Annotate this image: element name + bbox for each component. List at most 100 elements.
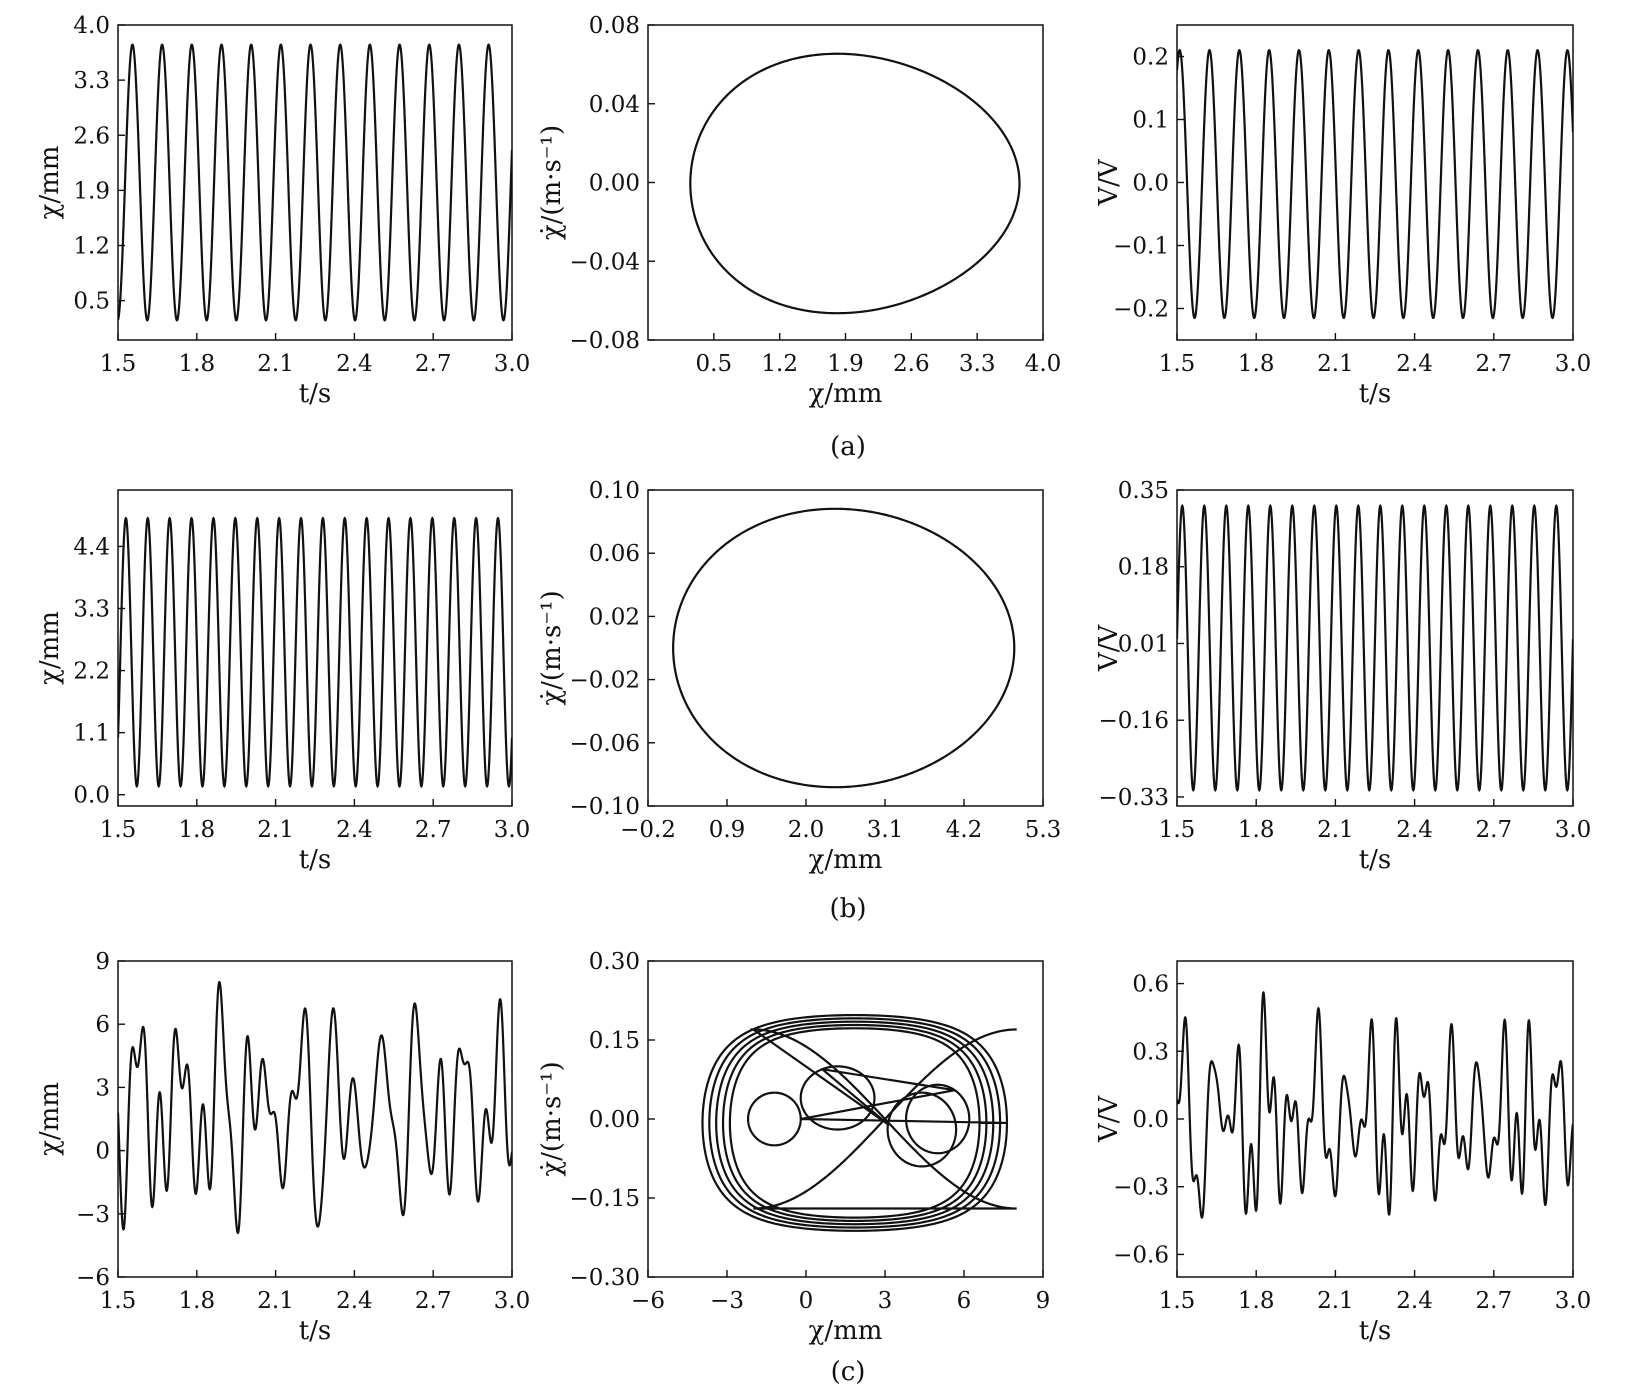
x-tick-label: 0 — [799, 1288, 814, 1314]
y-tick-label: −6 — [76, 1265, 110, 1291]
x-tick-label: 2.0 — [788, 817, 825, 843]
y-tick-label: −0.30 — [570, 1265, 640, 1291]
x-axis-label: t/s — [1359, 845, 1392, 875]
plot-frame-c-1 — [117, 960, 513, 1278]
y-tick-label: 1.1 — [73, 721, 110, 747]
x-tick-label: 2.1 — [257, 351, 294, 377]
chart-c-1: 1.5 1.8 2.1 2.4 2.7 3.0 −6 −3 0 3 6 9 t/s χ/mm — [35, 949, 530, 1346]
y-tick-label: 4.4 — [73, 534, 110, 560]
x-tick-label: 2.1 — [1317, 1288, 1354, 1314]
series-line-a-2-0 — [689, 52, 1021, 315]
series-line-c-1-0 — [118, 980, 512, 1235]
y-tick-label: 0.10 — [589, 478, 640, 504]
y-tick-label: 0.2 — [1132, 45, 1169, 71]
caption-b: (b) — [830, 894, 867, 924]
chart-a-2: 0.5 1.2 1.9 2.6 3.3 4.0 −0.08 −0.04 0.00 0.04 0.08… — [537, 13, 1061, 409]
x-tick-label: 2.1 — [1317, 351, 1354, 377]
x-tick-label: 2.6 — [893, 351, 930, 377]
y-tick-label: −0.33 — [1099, 785, 1169, 811]
x-tick-label: −6 — [631, 1288, 665, 1314]
x-tick-label: 3.0 — [494, 817, 531, 843]
x-tick-label: 2.4 — [1396, 817, 1433, 843]
x-tick-label: 3.0 — [1555, 817, 1592, 843]
x-tick-label: 1.8 — [1238, 1288, 1275, 1314]
y-tick-label: −0.08 — [570, 328, 640, 354]
plot-frame-a-1 — [117, 24, 513, 341]
x-tick-label: 2.4 — [336, 817, 373, 843]
y-tick-label: −0.3 — [1113, 1175, 1169, 1201]
y-axis-label: χ/mm — [35, 146, 65, 220]
y-tick-label: 0.00 — [589, 1107, 640, 1133]
y-tick-label: 1.2 — [73, 234, 110, 260]
y-axis-label: χ̇/(m·s⁻¹) — [537, 125, 567, 240]
x-tick-label: 4.2 — [946, 817, 983, 843]
x-tick-label: 2.4 — [336, 351, 373, 377]
x-tick-label: 1.5 — [100, 1288, 137, 1314]
x-tick-label: 1.5 — [1159, 1288, 1196, 1314]
y-tick-label: 3.3 — [73, 68, 110, 94]
x-tick-label: 1.5 — [100, 817, 137, 843]
y-axis-label: V/V — [1094, 1095, 1124, 1144]
series-line-a-3-0 — [1177, 48, 1573, 320]
x-tick-label: 1.9 — [827, 351, 864, 377]
y-tick-label: −0.10 — [570, 794, 640, 820]
plot-frame-b-1 — [117, 489, 513, 807]
x-tick-label: 3.0 — [494, 351, 531, 377]
x-axis-label: t/s — [299, 845, 332, 875]
x-tick-label: 2.7 — [1476, 817, 1513, 843]
x-tick-label: 1.5 — [1159, 817, 1196, 843]
series-line-b-3-0 — [1177, 504, 1573, 792]
y-tick-label: 0.0 — [73, 783, 110, 809]
x-tick-label: 2.1 — [257, 817, 294, 843]
x-tick-label: 1.8 — [1238, 817, 1275, 843]
x-tick-label: 2.7 — [415, 351, 452, 377]
y-tick-label: −0.15 — [570, 1186, 640, 1212]
x-tick-label: 1.8 — [179, 351, 216, 377]
x-tick-label: 9 — [1036, 1288, 1051, 1314]
y-tick-label: 0.3 — [1132, 1039, 1169, 1065]
y-tick-label: 1.9 — [73, 178, 110, 204]
x-tick-label: 0.9 — [709, 817, 746, 843]
plot-frame-a-2 — [647, 24, 1044, 341]
y-tick-label: −3 — [76, 1202, 110, 1228]
chart-b-3: 1.5 1.8 2.1 2.4 2.7 3.0 −0.33 −0.16 0.01 0.18 0.35… — [1094, 478, 1591, 875]
x-tick-label: −3 — [710, 1288, 744, 1314]
y-tick-label: 0.15 — [589, 1028, 640, 1054]
x-tick-label: 1.5 — [100, 351, 137, 377]
y-axis-label: χ/mm — [35, 611, 65, 685]
plot-frame-b-3 — [1176, 489, 1574, 807]
x-tick-label: 2.7 — [415, 817, 452, 843]
y-tick-label: 2.2 — [73, 659, 110, 685]
x-tick-label: 5.3 — [1025, 817, 1062, 843]
series-line-c-3-0 — [1177, 990, 1573, 1219]
y-tick-label: 6 — [95, 1012, 110, 1038]
y-tick-label: 9 — [95, 949, 110, 975]
x-tick-label: 2.1 — [257, 1288, 294, 1314]
y-tick-label: 4.0 — [73, 13, 110, 39]
y-tick-label: −0.02 — [570, 668, 640, 694]
x-tick-label: 3.0 — [494, 1288, 531, 1314]
x-tick-label: 2.4 — [1396, 351, 1433, 377]
y-axis-label: V/V — [1094, 624, 1124, 673]
y-tick-label: 0 — [95, 1139, 110, 1165]
x-tick-label: 0.5 — [696, 351, 733, 377]
y-tick-label: 0.04 — [589, 92, 640, 118]
series-line-b-2-0 — [672, 507, 1016, 789]
y-tick-label: 0.0 — [1132, 171, 1169, 197]
plot-frame-b-2 — [647, 489, 1044, 807]
y-axis-label: V/V — [1094, 158, 1124, 207]
caption-c: (c) — [831, 1357, 866, 1387]
x-axis-label: χ/mm — [809, 1316, 883, 1346]
y-tick-label: 2.6 — [73, 123, 110, 149]
x-tick-label: 2.7 — [415, 1288, 452, 1314]
x-axis-label: t/s — [299, 1316, 332, 1346]
x-tick-label: 1.8 — [179, 1288, 216, 1314]
chart-b-1: 1.5 1.8 2.1 2.4 2.7 3.0 0.0 1.1 2.2 3.3 4.4 t/s χ/mm — [35, 489, 531, 875]
x-axis-label: χ/mm — [809, 845, 883, 875]
x-tick-label: −0.2 — [620, 817, 676, 843]
y-tick-label: 0.6 — [1132, 972, 1169, 998]
y-tick-label: −0.6 — [1113, 1242, 1169, 1268]
x-tick-label: 6 — [957, 1288, 972, 1314]
y-tick-label: 3.3 — [73, 597, 110, 623]
x-tick-label: 2.7 — [1476, 1288, 1513, 1314]
